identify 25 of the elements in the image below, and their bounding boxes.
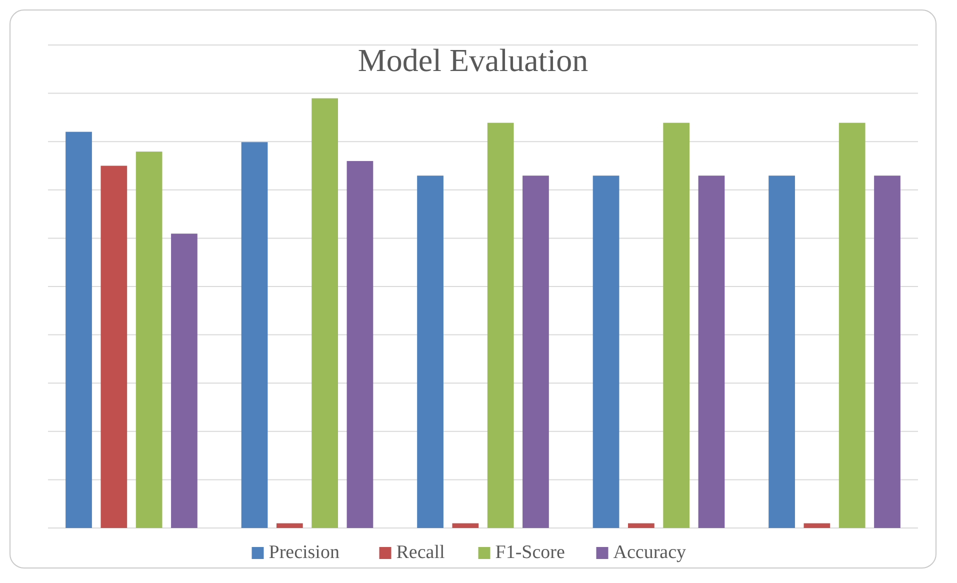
bar (276, 523, 303, 528)
bar (663, 122, 690, 528)
legend-label: Accuracy (613, 542, 687, 563)
bar (804, 523, 830, 528)
bar (100, 166, 128, 528)
bar (698, 176, 725, 528)
chart-title: Model Evaluation (358, 42, 588, 78)
bar (171, 234, 198, 528)
bar (628, 523, 654, 528)
bar (874, 176, 900, 528)
bar (66, 132, 92, 528)
bar (592, 176, 620, 528)
bar (241, 142, 268, 528)
bar (346, 161, 374, 528)
bar (838, 122, 866, 528)
bar (522, 176, 549, 528)
bar (417, 176, 444, 528)
bar (452, 523, 479, 528)
legend-label: F1-Score (495, 542, 565, 563)
legend-label: Precision (268, 542, 340, 563)
legend-label: Recall (396, 542, 445, 563)
bar (312, 98, 338, 528)
bar (136, 152, 162, 528)
bar (487, 122, 514, 528)
bar (768, 176, 795, 528)
